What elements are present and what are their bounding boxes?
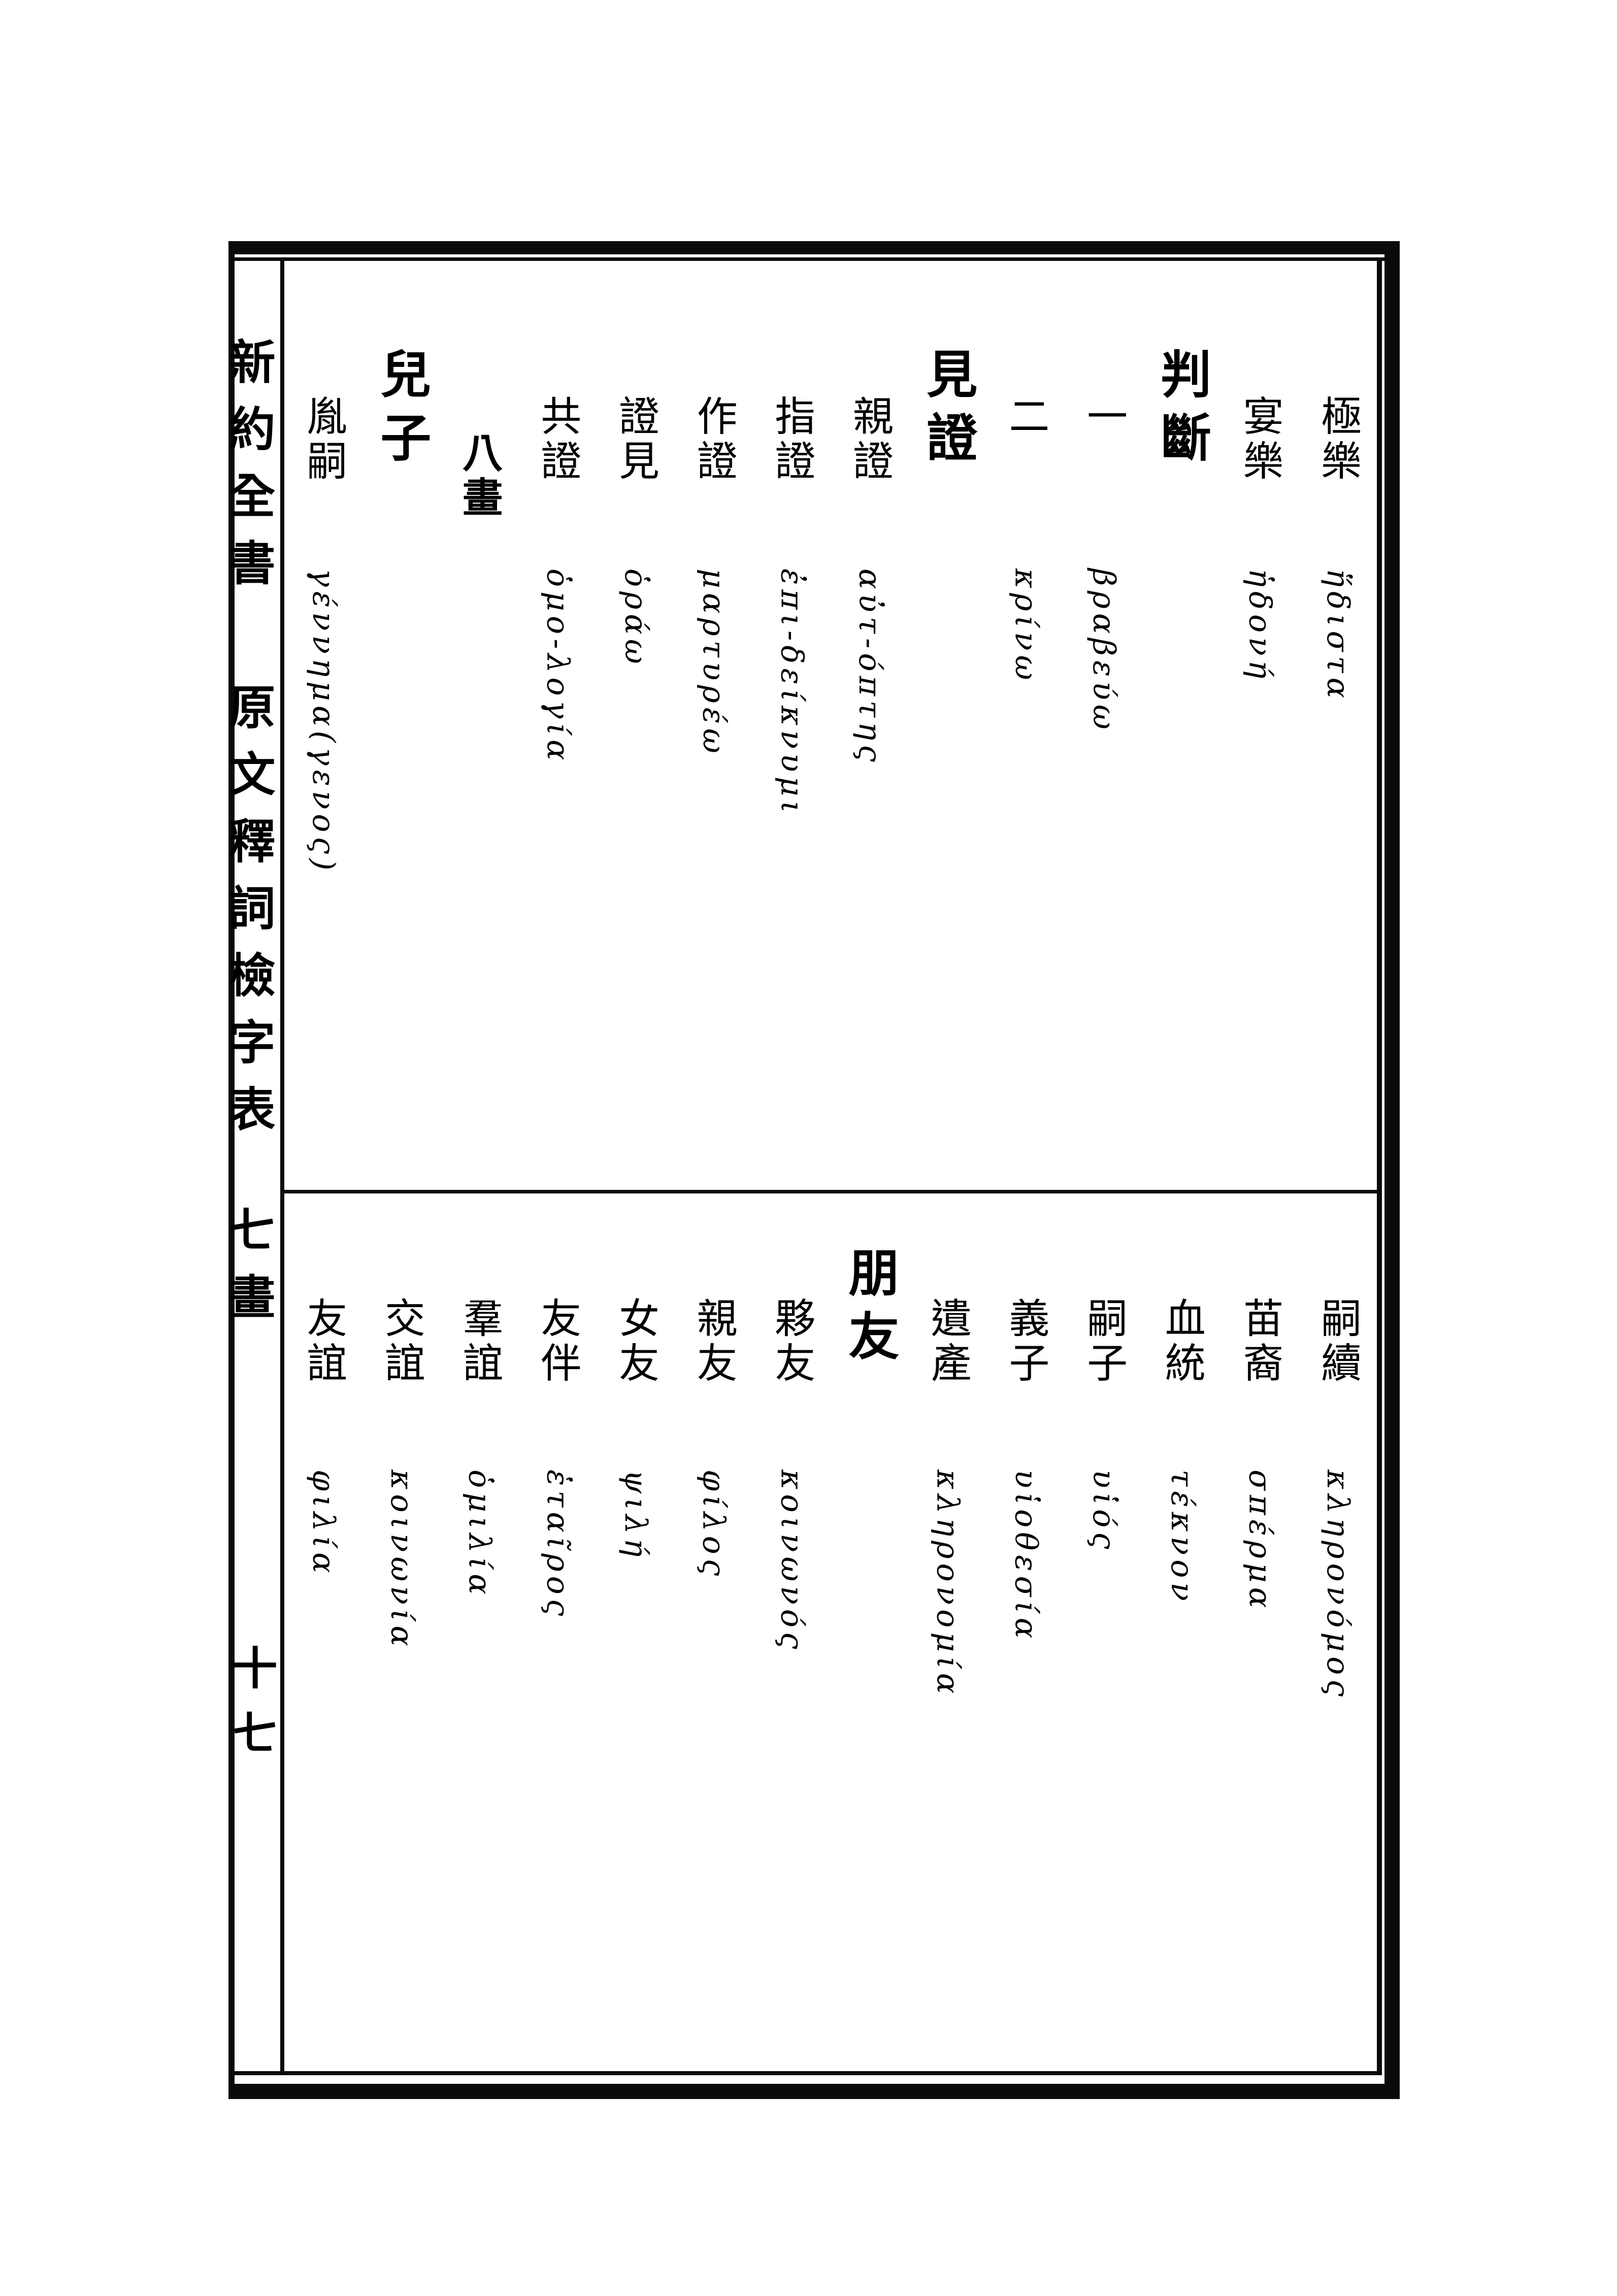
upper-section: 極樂 ἥδιστα 宴樂 ἡδονή 判斷一 βραβεύω 二 κρίνω 見證 親證 αὐτ-ό…	[284, 261, 1377, 1190]
greek-term: βραβεύω	[1086, 569, 1122, 734]
frame-right-thick-rule	[1384, 241, 1400, 2099]
greek-term: φιλία	[306, 1470, 342, 1578]
entry-column: 嗣子 υἱός	[1065, 1193, 1143, 2071]
greek-term: ὁμιλία	[461, 1470, 498, 1599]
group-header-text: 見證	[917, 348, 978, 475]
chinese-term: 共證	[534, 395, 582, 484]
frame-top-thick-rule	[228, 241, 1400, 254]
chinese-term: 親友	[690, 1297, 738, 1386]
chinese-term: 嗣續	[1314, 1297, 1362, 1386]
frame-right-thin-rule	[1377, 257, 1382, 2075]
chinese-term: 友伴	[534, 1297, 582, 1386]
entry-column: 友伴 ἑταῖρος	[518, 1193, 597, 2071]
greek-term: κοινωνία	[383, 1470, 419, 1651]
greek-term: ἡδονή	[1242, 569, 1278, 683]
group-header-text: 判斷	[1151, 348, 1212, 475]
greek-term: ἐπι-δείκνυμι	[774, 569, 810, 818]
entry-column: 嗣續 κληρονόμος	[1299, 1193, 1377, 2071]
entry-column: 交誼 κοινωνία	[362, 1193, 441, 2071]
greek-term: κληρονόμος	[1320, 1470, 1356, 1702]
group-header-text: 朋友	[840, 1246, 900, 1373]
entry-column: 一 βραβεύω	[1065, 261, 1143, 1190]
entry-column: 證見 ὁράω	[597, 261, 675, 1190]
entry-column: 極樂 ἥδιστα	[1299, 261, 1377, 1190]
chinese-term: 指證	[768, 395, 816, 484]
greek-term: φίλος	[696, 1470, 732, 1581]
chinese-term: 親證	[846, 395, 894, 484]
chinese-term: 極樂	[1314, 395, 1362, 484]
chinese-term: 嗣子	[1080, 1297, 1128, 1386]
greek-term: ὁμο-λογία	[540, 569, 576, 765]
greek-term: τέκνον	[1164, 1470, 1200, 1606]
greek-term: ὁράω	[617, 569, 653, 669]
chinese-term: 苗裔	[1236, 1297, 1284, 1386]
chinese-term: 女友	[612, 1297, 659, 1386]
entry-column: 共證 ὁμο-λογία	[518, 261, 597, 1190]
greek-term: αὐτ-όπτης	[852, 569, 888, 767]
stroke-count-text: 八畫	[455, 431, 504, 521]
chinese-term: 二	[1002, 395, 1050, 440]
group-header-column: 朋友	[831, 1193, 909, 2071]
chinese-term: 一	[1080, 395, 1128, 440]
chinese-term: 血統	[1158, 1297, 1206, 1386]
upper-section-columns: 極樂 ἥδιστα 宴樂 ἡδονή 判斷一 βραβεύω 二 κρίνω 見證 親證 αὐτ-ό…	[284, 261, 1377, 1190]
chinese-term: 羣誼	[456, 1297, 504, 1386]
stroke-count-marker-column: 八畫	[441, 261, 519, 1190]
chinese-term: 夥友	[768, 1297, 816, 1386]
entry-column: 苗裔 σπέρμα	[1221, 1193, 1299, 2071]
page-number: 十七	[225, 1645, 278, 1775]
entry-column: 義子 υἱοθεσία	[987, 1193, 1065, 2071]
index-title: 原文釋詞檢字表	[221, 683, 276, 1152]
lower-section-columns: 嗣續 κληρονόμος 苗裔 σπέρμα 血統 τέκνον 嗣子 υἱός 義子 υἱοθ…	[284, 1193, 1377, 2071]
chinese-term: 遺產	[924, 1297, 972, 1386]
group-header-column: 判斷	[1143, 261, 1221, 1190]
entry-column: 指證 ἐπι-δείκνυμι	[753, 261, 831, 1190]
greek-term: κρίνω	[1008, 569, 1044, 685]
group-header-text: 兒子	[371, 348, 432, 475]
stroke-section-label: 七畫	[221, 1206, 276, 1340]
greek-term: υἱός	[1086, 1470, 1122, 1554]
entry-column: 胤嗣 γέννημα(γενος)	[284, 261, 362, 1190]
group-header-column: 見證	[909, 261, 987, 1190]
greek-term: σπέρμα	[1242, 1470, 1278, 1613]
greek-term: γέννημα(γενος)	[306, 569, 342, 875]
entry-column: 親友 φίλος	[675, 1193, 753, 2071]
greek-term: ἑταῖρος	[540, 1470, 576, 1621]
entry-column: 血統 τέκνον	[1143, 1193, 1221, 2071]
chinese-term: 宴樂	[1236, 395, 1284, 484]
entry-column: 二 κρίνω	[987, 261, 1065, 1190]
greek-term: ψιλή	[617, 1470, 653, 1561]
frame-left-rule	[228, 241, 235, 2099]
index-table: 極樂 ἥδιστα 宴樂 ἡδονή 判斷一 βραβεύω 二 κρίνω 見證 親證 αὐτ-ό…	[284, 261, 1377, 2071]
margin-separator-rule	[280, 257, 284, 2075]
chinese-term: 胤嗣	[300, 395, 348, 484]
entry-column: 作證 μαρτυρέω	[675, 261, 753, 1190]
chinese-term: 作證	[690, 395, 738, 484]
frame-bottom-thin-rule	[228, 2071, 1382, 2075]
entry-column: 宴樂 ἡδονή	[1221, 261, 1299, 1190]
entry-column: 遺產 κληρονομία	[909, 1193, 987, 2071]
lower-section: 嗣續 κληρονόμος 苗裔 σπέρμα 血統 τέκνον 嗣子 υἱός 義子 υἱοθ…	[284, 1193, 1377, 2071]
chinese-term: 義子	[1002, 1297, 1050, 1386]
chinese-term: 友誼	[300, 1297, 348, 1386]
greek-term: κοινωνός	[774, 1470, 810, 1654]
entry-column: 親證 αὐτ-όπτης	[831, 261, 909, 1190]
group-header-column: 兒子	[362, 261, 441, 1190]
greek-term: ἥδιστα	[1320, 569, 1356, 703]
entry-column: 夥友 κοινωνός	[753, 1193, 831, 2071]
greek-term: κληρονομία	[930, 1470, 966, 1699]
entry-column: 女友 ψιλή	[597, 1193, 675, 2071]
section-divider-rule	[284, 1190, 1377, 1193]
entry-column: 友誼 φιλία	[284, 1193, 362, 2071]
chinese-term: 交誼	[378, 1297, 425, 1386]
frame-bottom-thick-rule	[228, 2084, 1400, 2099]
book-title: 新約全書	[221, 338, 276, 606]
entry-column: 羣誼 ὁμιλία	[441, 1193, 519, 2071]
greek-term: υἱοθεσία	[1008, 1470, 1044, 1643]
greek-term: μαρτυρέω	[696, 569, 732, 758]
chinese-term: 證見	[612, 395, 659, 484]
frame-top-thin-rule	[228, 257, 1400, 261]
